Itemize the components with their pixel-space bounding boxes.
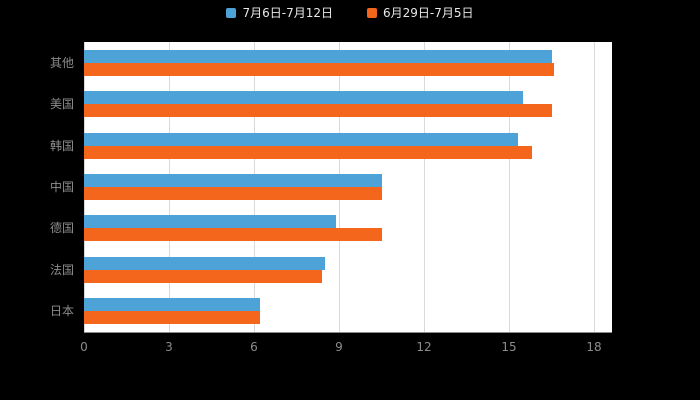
bar-series1-其他 [84, 62, 555, 76]
bar-series0-韩国 [84, 132, 518, 146]
chart-legend: 7月6日-7月12日 6月29日-7月5日 [0, 6, 700, 20]
y-axis-label-其他: 其他 [49, 55, 74, 70]
x-axis-tick-9: 9 [335, 340, 343, 354]
bar-series1-德国 [84, 228, 382, 242]
x-axis-tick-6: 6 [250, 340, 258, 354]
x-axis-tick-12: 12 [416, 340, 432, 354]
x-axis-tick-18: 18 [586, 340, 602, 354]
x-axis-tick-0: 0 [80, 340, 88, 354]
y-axis-label-日本: 日本 [49, 304, 74, 319]
bar-series1-法国 [84, 269, 322, 283]
bar-series1-美国 [84, 104, 552, 118]
plot-area [84, 42, 612, 332]
gridline-x-18 [594, 42, 595, 332]
bar-series1-中国 [84, 187, 382, 200]
gridline-x-15 [509, 42, 510, 332]
legend-item-0[interactable]: 7月6日-7月12日 [226, 6, 333, 20]
x-axis-tick-3: 3 [165, 340, 173, 354]
bar-series0-其他 [84, 49, 552, 63]
x-axis-line [84, 332, 612, 333]
y-axis-label-韩国: 韩国 [49, 138, 74, 153]
bar-series0-美国 [84, 91, 524, 105]
y-axis-label-法国: 法国 [49, 262, 74, 277]
bar-series1-日本 [84, 311, 260, 325]
y-axis-label-德国: 德国 [49, 221, 74, 236]
bar-series0-日本 [84, 298, 260, 312]
bar-series0-德国 [84, 215, 337, 229]
x-axis-tick-15: 15 [501, 340, 517, 354]
y-axis-label-美国: 美国 [49, 97, 74, 112]
legend-label: 6月29日-7月5日 [383, 6, 474, 20]
bar-series0-中国 [84, 174, 382, 187]
legend-swatch-icon [367, 8, 377, 18]
y-axis-label-中国: 中国 [49, 180, 74, 194]
gridline-x-12 [424, 42, 425, 332]
legend-label: 7月6日-7月12日 [242, 6, 333, 20]
bar-series1-韩国 [84, 145, 532, 159]
legend-item-1[interactable]: 6月29日-7月5日 [367, 6, 474, 20]
legend-swatch-icon [226, 8, 237, 18]
bar-series0-法国 [84, 256, 325, 270]
